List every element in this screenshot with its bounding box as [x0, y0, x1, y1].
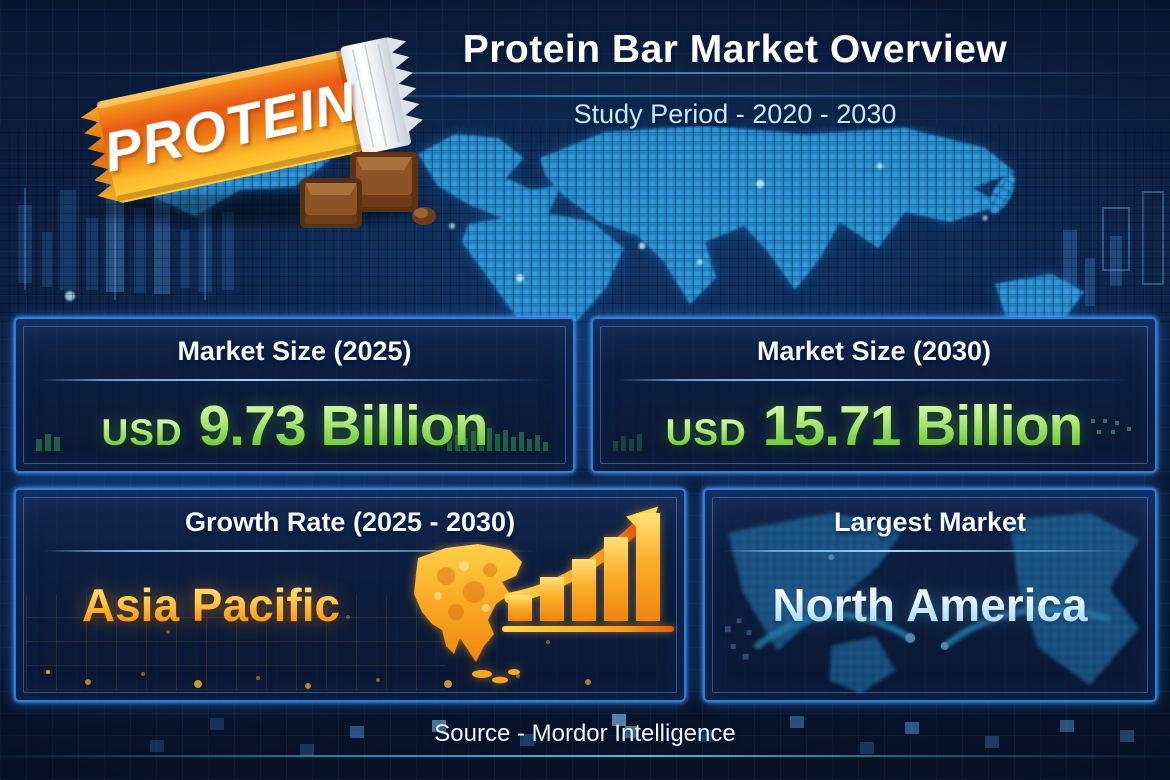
orange-sparks-decoration [46, 670, 50, 674]
growth-bar-chart-icon [502, 506, 674, 632]
card-label-market-size-2025: Market Size (2025) [177, 336, 412, 366]
card-divider [723, 550, 1137, 552]
currency-label: USD [101, 412, 183, 453]
currency-label: USD [665, 412, 747, 453]
growth-rate-value: Asia Pacific [16, 578, 406, 632]
pixel-band-decoration [0, 700, 14, 712]
card-label-market-size-2030: Market Size (2030) [756, 336, 992, 366]
footer-streak-line [0, 755, 1170, 757]
market-size-2025-value: 9.73 Billion [198, 394, 489, 458]
market-size-2030-value: 15.71 Billion [762, 394, 1084, 458]
card-divider [615, 379, 1133, 381]
card-market-size-2030: Market Size (2030) USD 15.71 Billion [591, 317, 1157, 473]
card-label-largest-market: Largest Market [833, 507, 1027, 537]
protein-bar-image: PROTEIN [80, 37, 436, 228]
largest-market-value: North America [705, 578, 1155, 632]
card-growth-rate: Growth Rate (2025 - 2030) Asia Pacific [14, 488, 686, 702]
card-largest-market: Largest Market North America [703, 488, 1157, 702]
card-divider [38, 379, 551, 381]
card-market-size-2025: Market Size (2025) USD 9.73 Billion [14, 317, 575, 473]
source-attribution: Source - Mordor Intelligence [434, 720, 736, 747]
